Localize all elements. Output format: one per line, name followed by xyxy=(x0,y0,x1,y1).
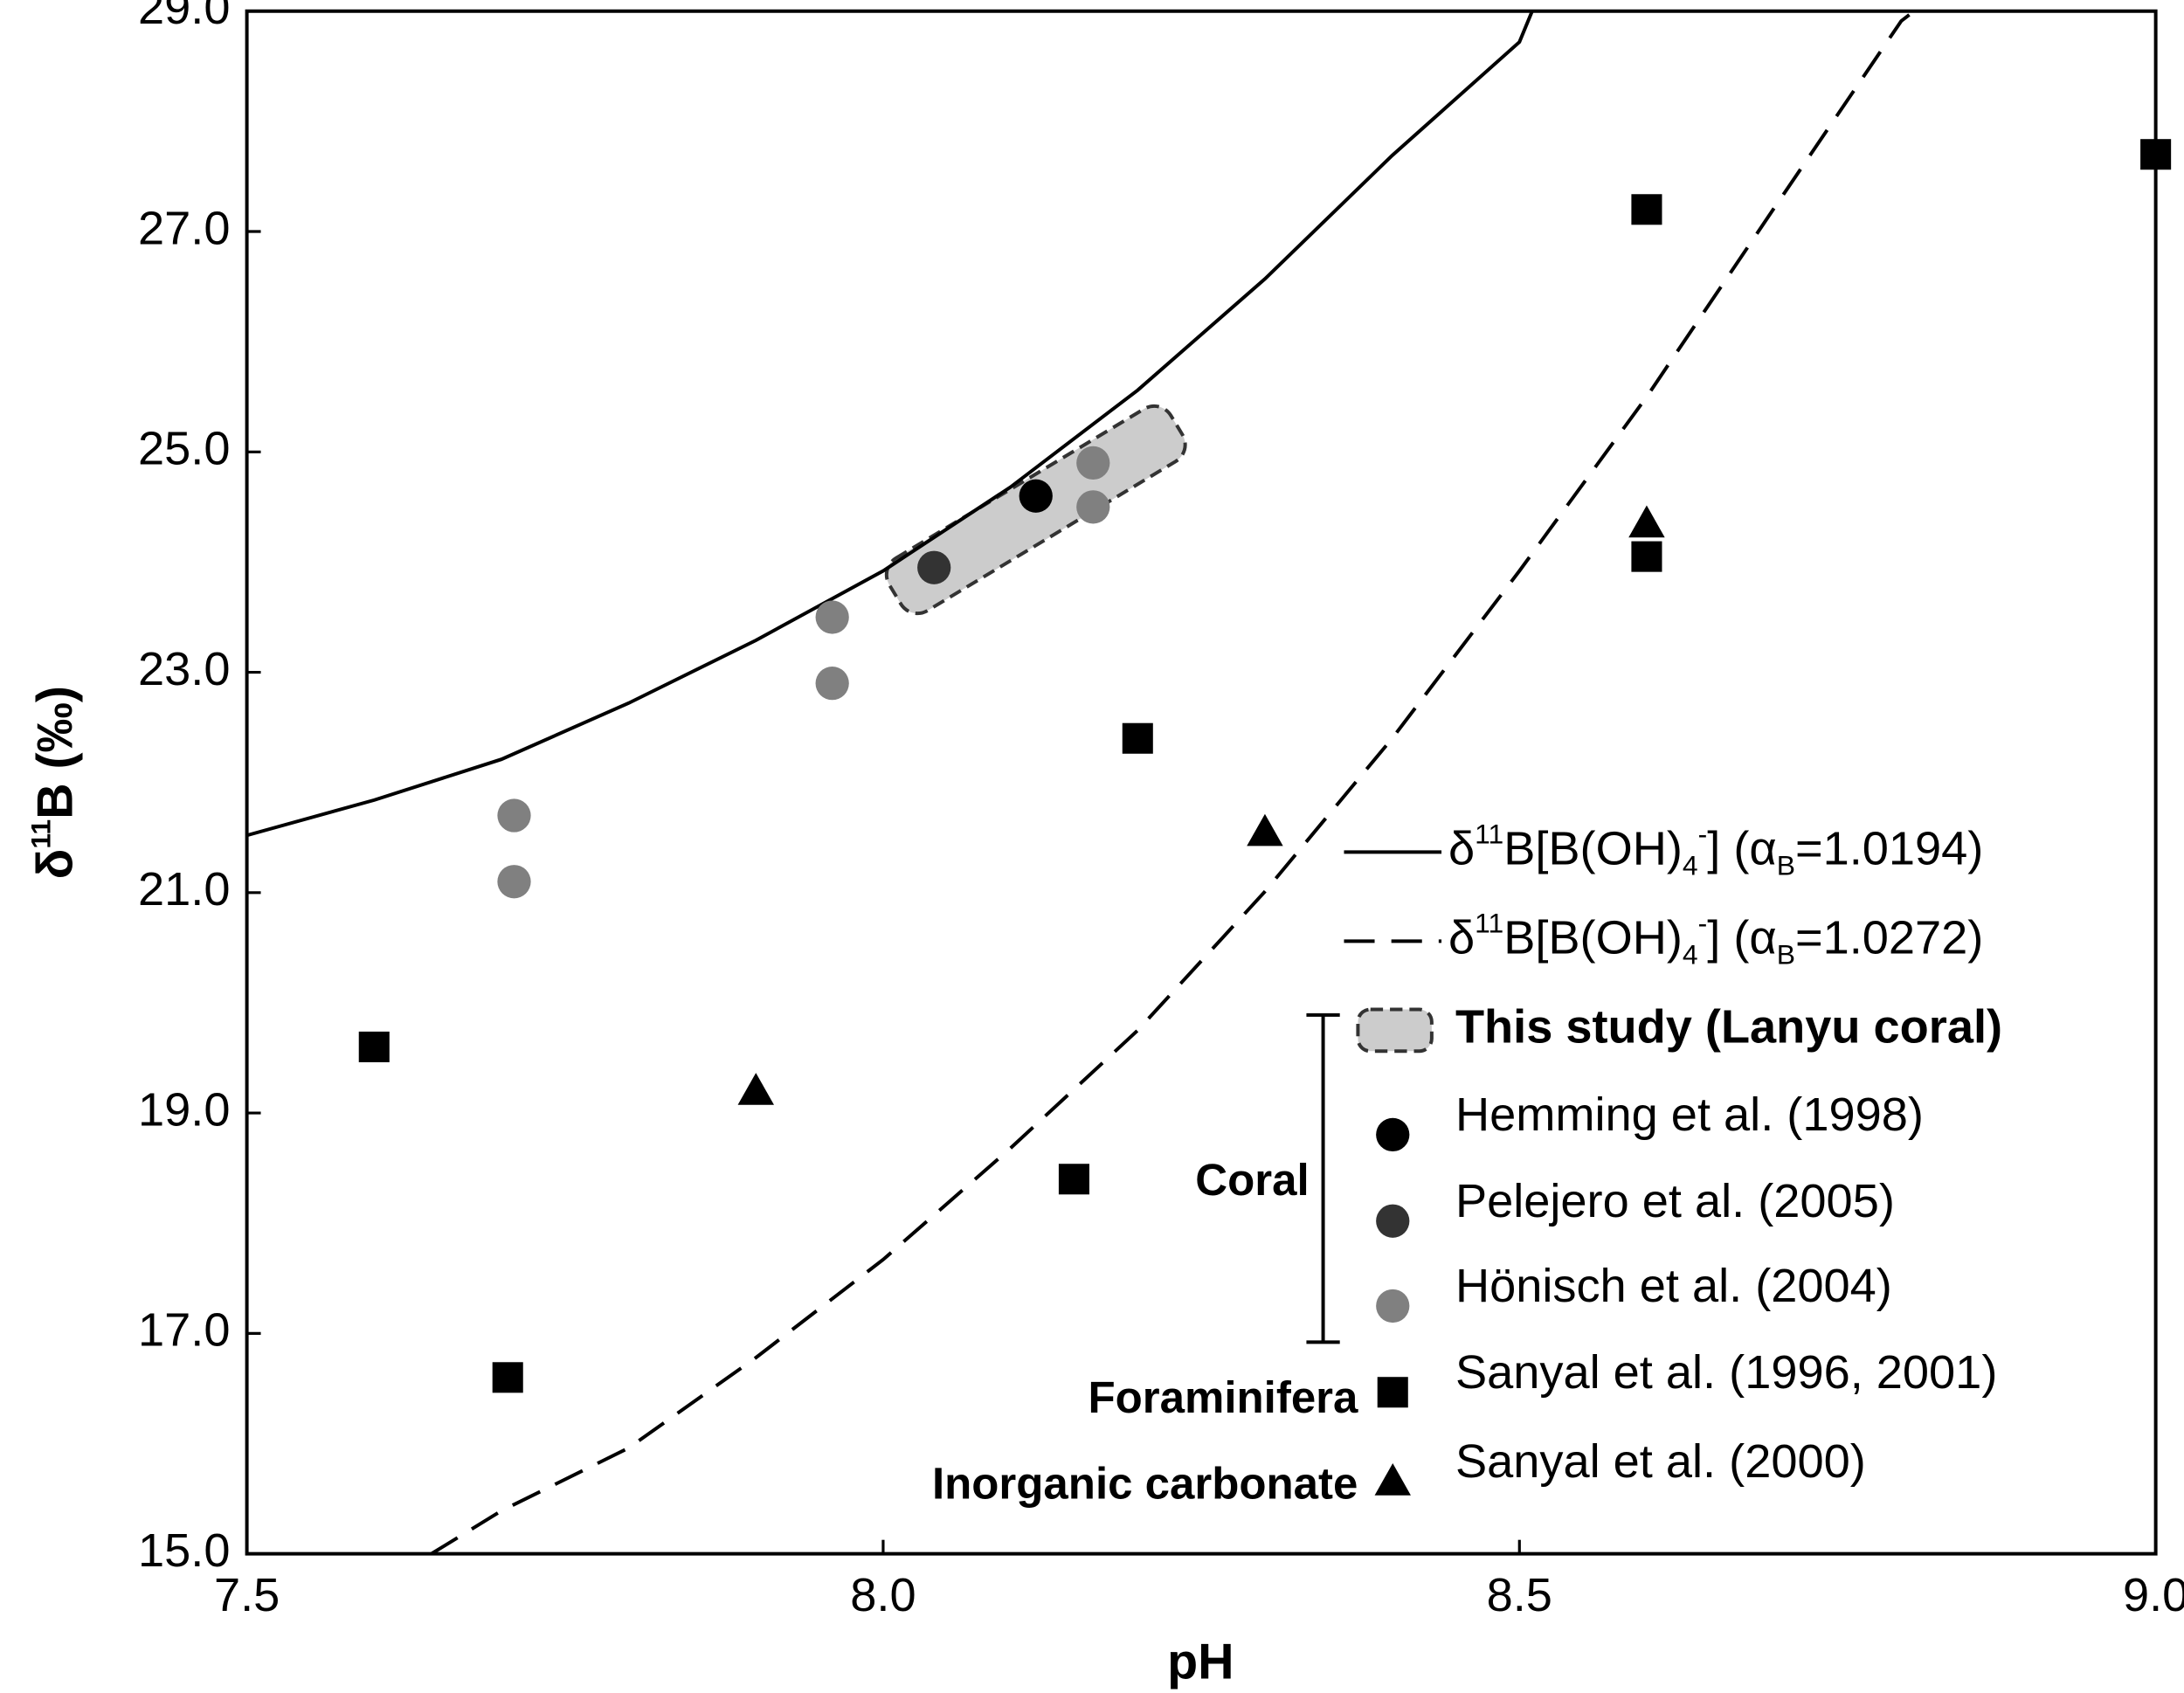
point xyxy=(1122,722,1153,754)
text-part: 4 xyxy=(1683,939,1698,971)
legend-marker xyxy=(1376,1204,1410,1238)
text-part: - xyxy=(1698,819,1708,850)
text-part: 4 xyxy=(1683,850,1698,881)
plot-frame xyxy=(245,9,2158,1556)
text-part: B[B(OH) xyxy=(1503,912,1683,964)
legend-label: Hemming et al. (1998) xyxy=(1455,1088,1924,1141)
text-part: δ xyxy=(1448,912,1475,964)
x-axis-label: pH xyxy=(1167,1634,1234,1690)
point xyxy=(497,798,531,833)
point xyxy=(1631,194,1662,225)
y-tick-label: 25.0 xyxy=(138,423,230,475)
point xyxy=(1247,813,1283,846)
legend-marker xyxy=(1376,1117,1410,1152)
group-label: Coral xyxy=(1195,1155,1309,1205)
legend-label: δ11B[B(OH)4-] (αB=1.0194) xyxy=(1448,819,1983,881)
text-part: 11 xyxy=(1475,819,1503,850)
point xyxy=(815,667,849,701)
legend-label: Hönisch et al. (2004) xyxy=(1455,1260,1892,1312)
point xyxy=(1058,1164,1089,1195)
text-part: δ xyxy=(28,849,84,880)
group-label: Inorganic carbonate xyxy=(932,1459,1358,1509)
curve xyxy=(246,10,1534,838)
group-label: Foraminifera xyxy=(1088,1372,1358,1422)
text-part: =1.0194) xyxy=(1795,823,1983,875)
x-tick-label: 8.5 xyxy=(1487,1569,1552,1621)
text-part: 11 xyxy=(1475,908,1503,939)
point xyxy=(497,865,531,899)
point xyxy=(1628,505,1665,538)
point xyxy=(1019,479,1053,513)
text-part: =1.0272) xyxy=(1795,912,1983,964)
legend-label: Pelejero et al. (2005) xyxy=(1455,1175,1895,1227)
point xyxy=(358,1031,390,1062)
y-tick-label: 17.0 xyxy=(138,1304,230,1357)
text-part: - xyxy=(1698,908,1708,939)
text-part: δ xyxy=(1448,823,1475,875)
text-part: B[B(OH) xyxy=(1503,823,1683,875)
y-axis-label: δ11B (‰) xyxy=(25,686,84,879)
legend-label: δ11B[B(OH)4-] (αB=1.0272) xyxy=(1448,908,1983,971)
y-tick-label: 29.0 xyxy=(138,0,230,34)
text-part: B (‰) xyxy=(28,686,84,819)
point xyxy=(1631,541,1662,572)
curve xyxy=(430,10,1916,1554)
legend-marker xyxy=(1377,1377,1408,1408)
y-tick-label: 21.0 xyxy=(138,863,230,916)
text-part: ] (α xyxy=(1707,912,1776,964)
legend-swatch xyxy=(1356,1007,1434,1054)
point xyxy=(917,550,951,584)
x-tick-label: 9.0 xyxy=(2123,1569,2184,1621)
point xyxy=(737,1073,774,1105)
point xyxy=(492,1362,523,1393)
legend-label: Sanyal et al. (1996, 2001) xyxy=(1455,1346,1997,1399)
point xyxy=(1076,446,1110,480)
legend-label: Sanyal et al. (2000) xyxy=(1455,1435,1866,1488)
y-tick-label: 27.0 xyxy=(138,202,230,254)
text-part: ] (α xyxy=(1707,823,1776,875)
legend-label: This study (Lanyu coral) xyxy=(1455,1001,2002,1054)
legend-marker xyxy=(1376,1289,1410,1323)
y-tick-label: 19.0 xyxy=(138,1083,230,1136)
x-tick-label: 8.0 xyxy=(850,1569,916,1621)
text-part: B xyxy=(1777,850,1795,881)
point xyxy=(815,600,849,634)
point xyxy=(2140,139,2172,170)
text-part: B xyxy=(1777,939,1795,971)
legend-marker xyxy=(1374,1463,1411,1496)
y-tick-label: 15.0 xyxy=(138,1524,230,1577)
point xyxy=(1076,490,1110,524)
x-tick-label: 7.5 xyxy=(214,1569,280,1621)
y-tick-label: 23.0 xyxy=(138,643,230,695)
text-part: 11 xyxy=(25,819,57,849)
